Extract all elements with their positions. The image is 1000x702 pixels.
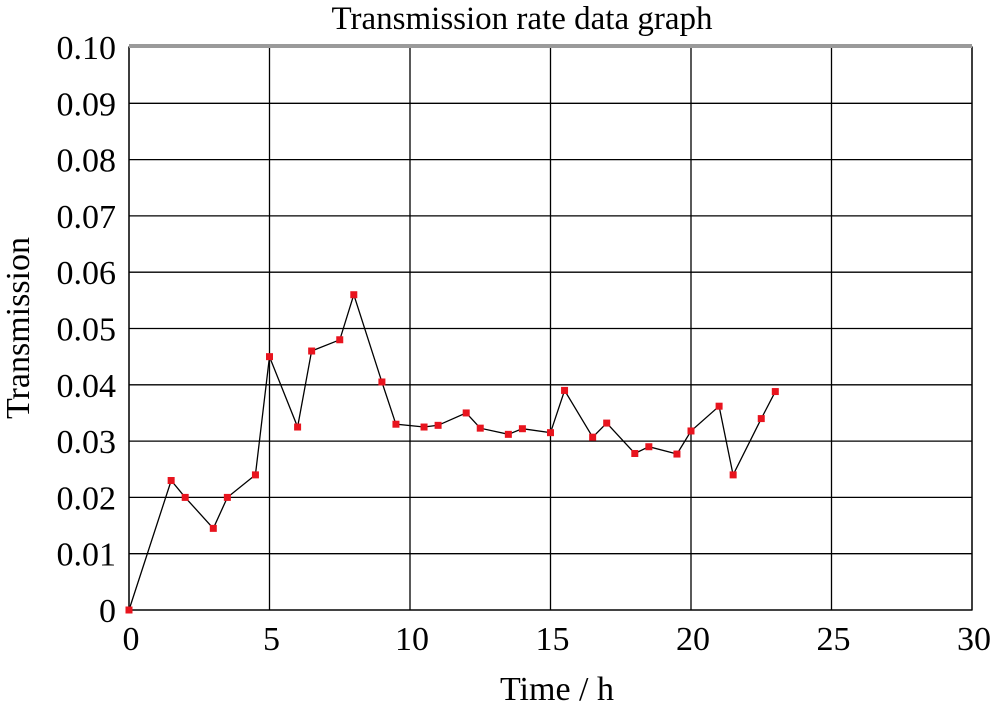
x-tick-label: 0 (123, 621, 140, 658)
chart-title: Transmission rate data graph (332, 1, 713, 37)
y-tick-label: 0.07 (57, 199, 117, 236)
data-point (518, 425, 526, 433)
x-axis-label: Time / h (500, 671, 614, 702)
data-point (715, 402, 723, 410)
y-tick-label: 0 (99, 593, 116, 630)
x-tick-label: 30 (957, 621, 991, 658)
x-tick-label: 5 (263, 621, 280, 658)
data-point (223, 493, 231, 501)
x-tick-label: 10 (395, 621, 429, 658)
data-point (251, 471, 259, 479)
y-tick-label: 0.01 (57, 537, 117, 574)
y-axis-label: Transmission (0, 237, 37, 419)
data-point (476, 424, 484, 432)
data-point (561, 386, 569, 394)
data-point (350, 291, 358, 299)
y-tick-label: 0.05 (57, 312, 117, 349)
gridlines (128, 46, 973, 611)
data-point (181, 493, 189, 501)
data-point (729, 471, 737, 479)
data-point (631, 449, 639, 457)
x-tick-label: 20 (676, 621, 710, 658)
data-point (266, 353, 273, 361)
y-tick-label: 0.10 (57, 30, 117, 67)
data-point (771, 388, 779, 396)
data-point (673, 450, 681, 458)
data-point (420, 423, 428, 431)
data-point (589, 433, 597, 441)
data-point (504, 430, 512, 438)
data-point (547, 429, 554, 437)
data-point (167, 477, 175, 485)
x-axis-ticks: 0 5 10 15 20 25 30 (123, 621, 992, 658)
data-point (462, 409, 470, 417)
y-tick-label: 0.06 (57, 255, 117, 292)
data-point (645, 443, 653, 451)
data-point (125, 606, 133, 614)
x-tick-label: 15 (536, 621, 570, 658)
y-tick-label: 0.08 (57, 143, 117, 180)
y-axis-ticks: 0 0.01 0.02 0.03 0.04 0.05 0.06 0.07 0.08 0.09 0.1… (57, 30, 117, 630)
data-point (687, 427, 695, 435)
data-point (378, 378, 386, 386)
data-point (603, 419, 611, 427)
data-point (434, 421, 442, 429)
data-point (336, 336, 344, 344)
data-point (308, 347, 316, 355)
data-points (125, 291, 779, 614)
data-point (392, 420, 400, 428)
y-tick-label: 0.02 (57, 480, 117, 517)
data-point (209, 524, 217, 532)
y-tick-label: 0.09 (57, 86, 117, 123)
data-point (294, 423, 302, 431)
y-tick-label: 0.04 (57, 368, 117, 405)
y-tick-label: 0.03 (57, 424, 117, 461)
data-point (757, 415, 765, 423)
x-tick-label: 25 (817, 621, 851, 658)
